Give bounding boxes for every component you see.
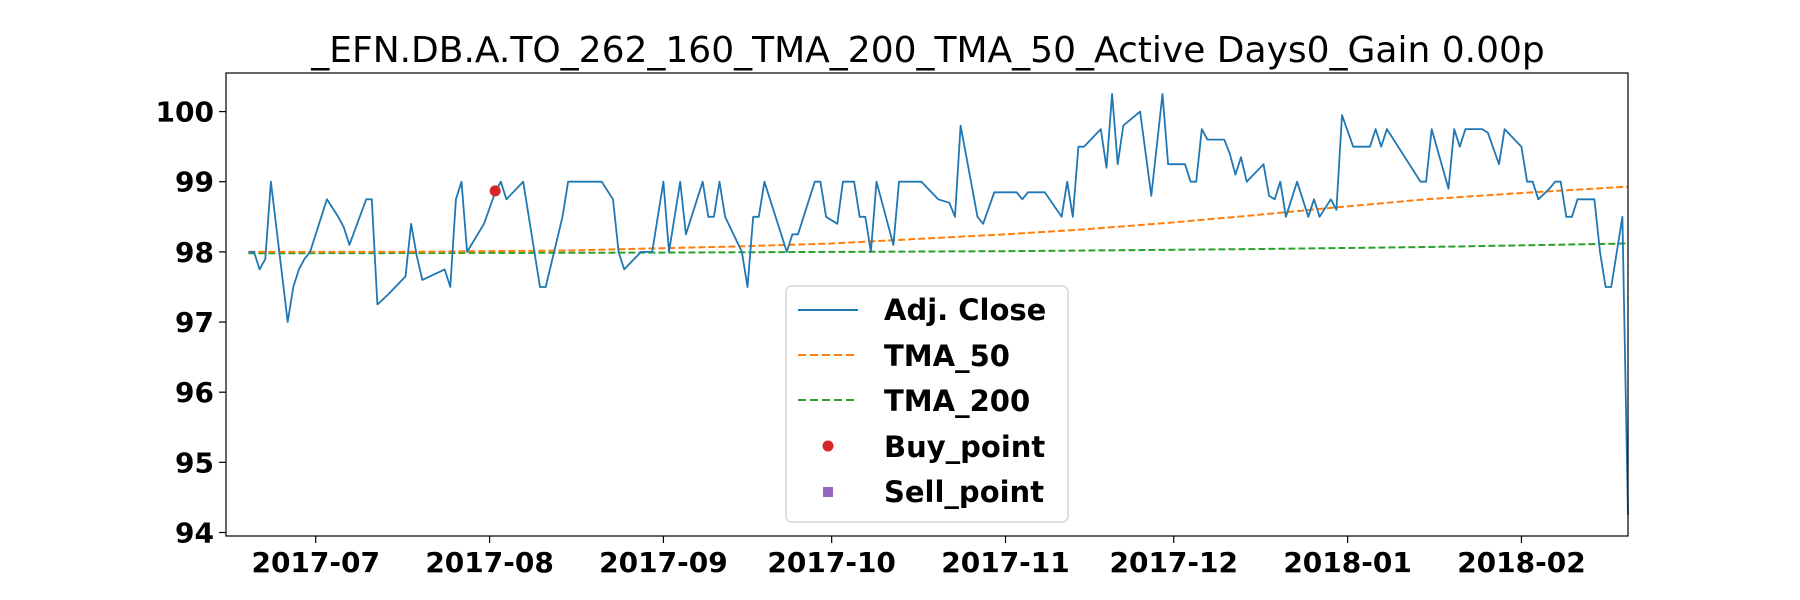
x-tick-label: 2017-10 bbox=[767, 546, 896, 579]
buy-point-marker bbox=[489, 185, 501, 197]
y-tick-label: 94 bbox=[175, 516, 214, 549]
series-line-tma-50 bbox=[248, 185, 1629, 253]
legend-label-buy-point: Buy_point bbox=[884, 430, 1045, 464]
legend-label-adj-close: Adj. Close bbox=[884, 293, 1046, 327]
x-tick-label: 2017-08 bbox=[425, 546, 554, 579]
y-tick-label: 99 bbox=[175, 166, 214, 199]
chart-title: _EFN.DB.A.TO_262_160_TMA_200_TMA_50_Acti… bbox=[310, 30, 1545, 71]
legend-label-sell-point: Sell_point bbox=[884, 475, 1044, 509]
x-tick-label: 2017-12 bbox=[1109, 546, 1238, 579]
x-tick-label: 2017-11 bbox=[941, 546, 1070, 579]
axis-ticks: 94 95 96 97 98 99 100 2017-07 2017-08 2017-09 2017… bbox=[156, 96, 1586, 579]
legend: Adj. Close TMA_50 TMA_200 Buy_point Sell… bbox=[785, 285, 1069, 523]
series-line-adj-close bbox=[248, 93, 1629, 516]
x-tick-label: 2018-01 bbox=[1283, 546, 1412, 579]
x-tick-label: 2017-07 bbox=[251, 546, 380, 579]
legend-box bbox=[785, 285, 1069, 523]
y-tick-label: 97 bbox=[175, 306, 214, 339]
legend-label-tma-50: TMA_50 bbox=[884, 339, 1010, 373]
y-tick-label: 98 bbox=[175, 236, 214, 269]
y-tick-label: 95 bbox=[175, 446, 214, 479]
legend-label-tma-200: TMA_200 bbox=[884, 384, 1030, 418]
series-line-tma-200 bbox=[248, 242, 1629, 255]
x-tick-label: 2017-09 bbox=[599, 546, 728, 579]
plot-area-frame bbox=[225, 72, 1629, 537]
legend-marker-sell-point bbox=[823, 487, 833, 497]
y-tick-label: 96 bbox=[175, 376, 214, 409]
series-layer bbox=[248, 93, 1629, 516]
y-tick-label: 100 bbox=[156, 96, 214, 129]
legend-marker-buy-point bbox=[822, 440, 834, 452]
x-tick-label: 2018-02 bbox=[1457, 546, 1586, 579]
